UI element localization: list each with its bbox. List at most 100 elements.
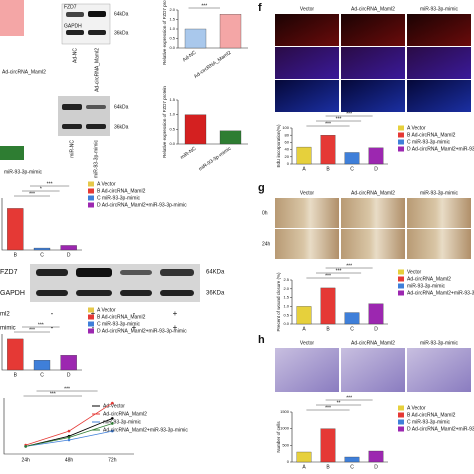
legend-label: B Ad-circRNA_Maml2: [407, 132, 456, 138]
point: [67, 436, 71, 439]
band: [120, 290, 152, 296]
band: [88, 11, 106, 17]
y-tick-label: 1.5: [169, 17, 175, 22]
legend-label: B Ad-circRNA_Maml2: [97, 314, 146, 320]
band: [160, 290, 194, 296]
legend-swatch: [398, 412, 404, 418]
significance: ***: [325, 121, 331, 127]
axis-label: miR-93-3p-mimic: [4, 169, 43, 175]
y-tick-label: 2.0: [169, 7, 175, 12]
column-label: miR-93-3p-mimic: [420, 6, 459, 12]
point: [111, 417, 114, 420]
bar: [320, 428, 336, 463]
y-axis-label: Relative expression of FZD7 protein: [162, 86, 167, 158]
legend-swatch: [398, 419, 404, 425]
bar: [344, 312, 360, 325]
legend-swatch: [398, 290, 404, 296]
micrograph: [407, 198, 471, 228]
y-axis-label: Relative expression of FZD7 protein: [162, 0, 167, 65]
band: [160, 269, 194, 276]
legend-label: miR-93-3p-mimic: [103, 419, 142, 425]
bar: [219, 14, 242, 49]
significance: ***: [64, 386, 70, 392]
blot: [58, 96, 110, 136]
x-tick-label: C: [350, 166, 354, 172]
legend-swatch: [398, 125, 404, 131]
micrograph: [407, 229, 471, 259]
significance: *: [40, 186, 42, 192]
size-label: 64kDa: [114, 11, 129, 17]
band-label: FZD7: [64, 4, 77, 10]
micrograph: [341, 80, 405, 112]
x-tick-label: C: [350, 326, 354, 332]
legend-label: B Ad-circRNA_Maml2: [97, 188, 146, 194]
band: [86, 124, 106, 129]
size-label: 36kDa: [114, 30, 129, 36]
legend-label: C miR-93-3p-mimic: [97, 195, 141, 201]
point: [111, 429, 114, 433]
lane-label: Ad-NC: [72, 48, 78, 63]
bar: [296, 451, 312, 463]
y-tick-label: 1000: [280, 426, 290, 431]
y-tick-label: 1.0: [169, 26, 175, 31]
band: [36, 269, 68, 276]
bar: [296, 306, 312, 325]
bar: [296, 146, 312, 165]
y-tick-label: 0.5: [283, 312, 289, 317]
y-tick-label: 1.5: [283, 295, 289, 300]
blot: [61, 3, 111, 45]
point: [111, 422, 114, 425]
x-tick-label: B: [14, 372, 18, 378]
panel-letter: h: [258, 334, 265, 346]
significance: ***: [29, 327, 35, 333]
condition-mark: +: [173, 309, 178, 318]
significance: ***: [325, 405, 331, 411]
legend-swatch: [88, 314, 94, 320]
legend-swatch: [398, 132, 404, 138]
bar: [7, 208, 24, 251]
x-tick-label: Ad-NC: [182, 50, 198, 64]
band-label: GAPDH: [64, 23, 82, 29]
significance: ***: [201, 3, 207, 9]
y-tick-label: 100: [282, 125, 289, 130]
micrograph: [341, 47, 405, 79]
x-tick-label: B: [326, 166, 330, 172]
legend-swatch: [88, 202, 94, 208]
cropped-bar: [0, 146, 24, 160]
x-tick-label: C: [350, 464, 354, 470]
x-tick-label: D: [374, 326, 378, 332]
column-label: Ad-circRNA_Maml2: [351, 190, 395, 196]
micrograph: [275, 198, 339, 228]
y-tick-label: 20: [285, 154, 290, 159]
y-tick-label: 60: [285, 139, 290, 144]
significance: ***: [29, 191, 35, 197]
y-axis-label: Number of cells: [276, 421, 281, 453]
micrograph: [407, 47, 471, 79]
significance: **: [337, 400, 341, 406]
lane-label: Ad-circRNA_Maml2: [94, 48, 100, 92]
legend-label: Ad-circRNA_Maml2: [407, 276, 451, 282]
band-label: FZD7: [0, 269, 18, 276]
micrograph: [341, 348, 405, 392]
legend-label: Ad-circRNA_Maml2+miR-93-3p-mimic: [103, 427, 188, 433]
band: [76, 290, 112, 296]
row-label: 0h: [262, 210, 268, 216]
y-tick-label: 0.0: [283, 321, 289, 326]
x-tick-label: D: [374, 464, 378, 470]
bar: [184, 28, 207, 49]
point: [111, 401, 114, 405]
lane-label: miR-93-3p-mimic: [93, 140, 99, 179]
band: [62, 104, 82, 110]
column-label: Vector: [300, 340, 315, 346]
x-tick-label: miR-93-3p-mimic: [198, 146, 233, 173]
lane-label: miR-NC: [69, 140, 75, 158]
y-tick-label: 0.5: [169, 36, 175, 41]
x-tick-label: D: [67, 372, 71, 378]
band: [66, 12, 84, 17]
band: [36, 290, 68, 296]
legend-label: Ad-Vector: [103, 403, 125, 409]
significance: ***: [346, 263, 352, 269]
micrograph: [407, 14, 471, 46]
column-label: Ad-circRNA_Maml2: [351, 340, 395, 346]
y-tick-label: 0: [287, 161, 290, 166]
